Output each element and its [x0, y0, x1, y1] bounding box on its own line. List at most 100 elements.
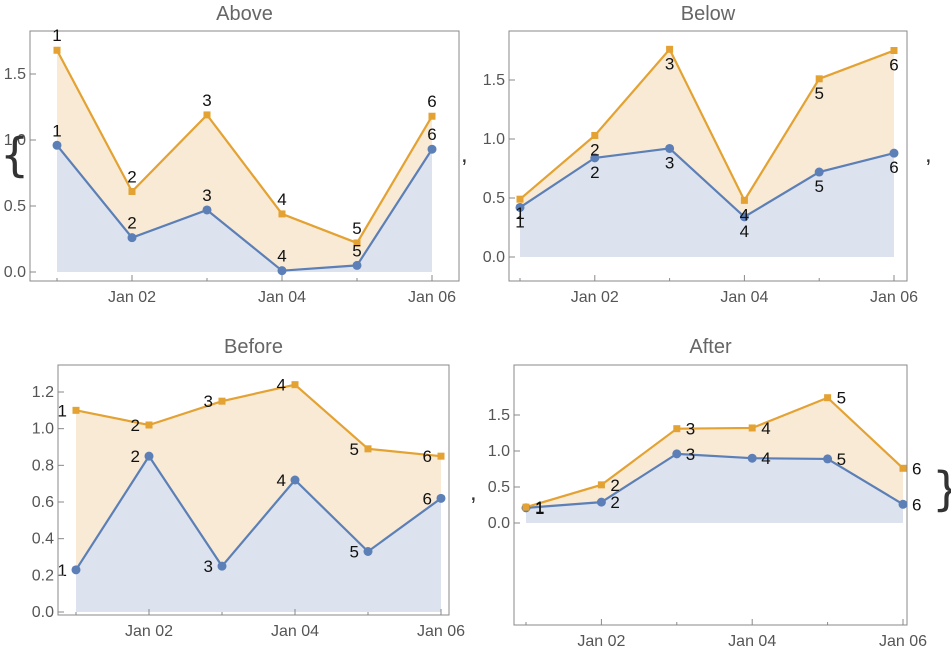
chart-panel-before: Before 1 2 3 4 5 6 1 2 3 4 5 6 0.0 0.2 0.4 0.6 0.8 1.0 1.2 J… — [32, 336, 465, 640]
data-label: 6 — [889, 56, 898, 75]
y-tick-label: 0.8 — [32, 457, 54, 474]
data-label: 5 — [350, 543, 359, 562]
data-label: 6 — [427, 92, 436, 111]
series-2-line — [525, 396, 904, 509]
y-tick-label: 0.0 — [483, 249, 505, 266]
series-2-point — [815, 75, 823, 83]
y-tick-label: 1.5 — [488, 407, 510, 424]
series-2-point — [748, 424, 756, 432]
data-label: 3 — [665, 54, 674, 73]
data-label: 5 — [837, 450, 846, 469]
y-tick-label: 0.5 — [488, 479, 510, 496]
series-1-point — [898, 499, 908, 509]
series-1-point — [672, 449, 682, 459]
y-tick-label: 0.0 — [4, 264, 26, 281]
series-2-point — [203, 111, 211, 119]
data-label: 1 — [52, 121, 61, 140]
x-tick-label: Jan 06 — [417, 623, 465, 640]
data-label: 4 — [277, 190, 286, 209]
data-label: 2 — [127, 167, 136, 186]
y-tick-label: 1.0 — [32, 421, 54, 438]
series-1-line — [525, 452, 904, 509]
close-brace: } — [932, 462, 951, 516]
data-label: 3 — [202, 91, 211, 110]
series-1-point — [814, 167, 824, 177]
series-1-point — [217, 561, 227, 571]
comma-separator: , — [461, 141, 468, 168]
series-1-point — [427, 144, 437, 154]
data-label: 5 — [814, 177, 823, 196]
series-2-point — [597, 481, 605, 489]
data-label: 1 — [515, 204, 524, 223]
series-1-point — [71, 565, 81, 575]
data-label: 1 — [535, 499, 544, 518]
series-2-area — [526, 397, 903, 508]
series-1-point — [352, 260, 362, 270]
y-tick-label: 0.4 — [32, 531, 54, 548]
data-label: 2 — [131, 447, 140, 466]
series-1-point — [739, 212, 749, 222]
data-label: 6 — [912, 495, 921, 514]
data-label: 6 — [889, 158, 898, 177]
series-2-area — [57, 50, 432, 271]
data-label: 6 — [912, 459, 921, 478]
y-tick-label: 0.6 — [32, 494, 54, 511]
data-label: 5 — [837, 389, 846, 408]
plot-frame — [29, 30, 460, 282]
data-label: 6 — [423, 489, 432, 508]
series-2-line — [75, 383, 442, 458]
series-1-area — [520, 148, 894, 257]
x-tick-label: Jan 04 — [720, 289, 768, 306]
data-label: 4 — [277, 376, 286, 395]
data-label: 4 — [761, 449, 770, 468]
data-label: 1 — [58, 561, 67, 580]
x-tick-label: Jan 06 — [879, 633, 927, 649]
y-tick-label: 1.0 — [488, 443, 510, 460]
series-2-point — [72, 406, 80, 414]
data-label: 4 — [277, 247, 286, 266]
series-2-point — [364, 445, 372, 453]
data-label: 2 — [610, 493, 619, 512]
series-2-point — [278, 210, 286, 218]
series-1-point — [363, 547, 373, 556]
data-label: 3 — [204, 392, 213, 411]
series-2-point — [353, 239, 361, 247]
series-1-area — [526, 453, 903, 523]
data-label: 1 — [515, 212, 524, 231]
x-tick-label: Jan 02 — [571, 289, 619, 306]
series-1-point — [277, 266, 287, 276]
data-label: 3 — [204, 557, 213, 576]
series-1-point — [596, 497, 606, 507]
data-label: 4 — [761, 419, 770, 438]
series-1-line — [519, 147, 895, 219]
series-2-point — [522, 503, 530, 511]
x-tick-label: Jan 04 — [271, 623, 319, 640]
x-tick-label: Jan 04 — [258, 289, 306, 306]
x-tick-label: Jan 02 — [125, 623, 173, 640]
open-brace: { — [0, 128, 29, 182]
series-2-area — [76, 384, 441, 570]
y-tick-label: 1.2 — [32, 384, 54, 401]
series-2-point — [824, 394, 832, 402]
data-label: 1 — [58, 401, 67, 420]
comma-separator: , — [470, 479, 477, 506]
series-2-point — [428, 112, 436, 120]
series-2-line — [56, 49, 433, 245]
data-label: 3 — [686, 420, 695, 439]
data-label: 2 — [590, 163, 599, 182]
series-2-point — [740, 196, 748, 204]
y-tick-label: 0.0 — [488, 515, 510, 532]
series-2-line — [519, 47, 895, 203]
data-label: 2 — [127, 214, 136, 233]
data-label: 4 — [740, 222, 749, 241]
series-1-point — [747, 453, 757, 463]
y-tick-label: 0.5 — [483, 190, 505, 207]
series-2-point — [291, 381, 299, 389]
data-label: 3 — [686, 445, 695, 464]
data-label: 4 — [277, 471, 286, 490]
data-label: 6 — [423, 447, 432, 466]
series-2-point — [591, 131, 599, 139]
series-1-point — [665, 143, 675, 153]
series-1-area — [57, 145, 432, 272]
